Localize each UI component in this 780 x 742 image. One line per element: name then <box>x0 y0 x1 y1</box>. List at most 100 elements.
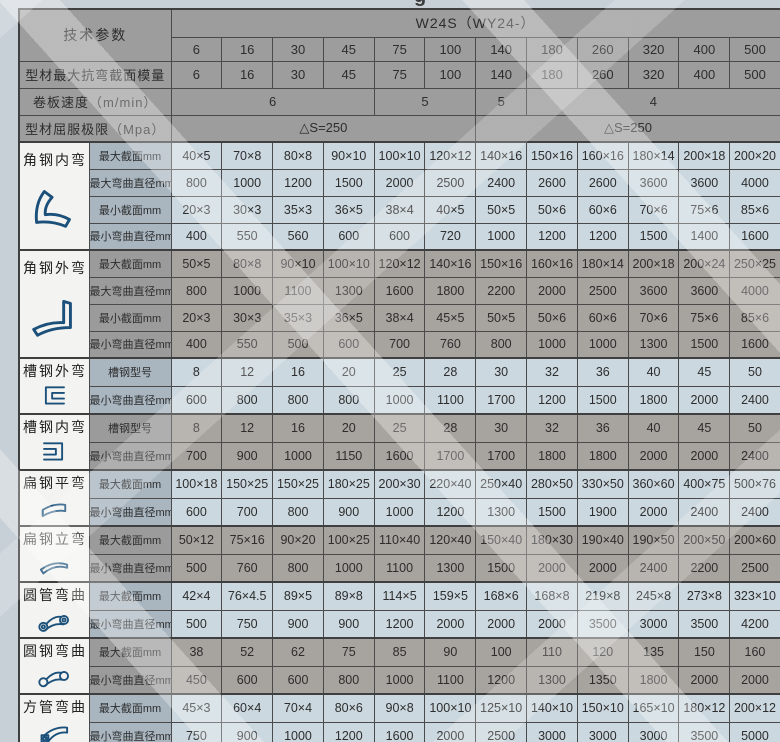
param-label: 最大截面mm <box>88 469 172 499</box>
spec-value-cell: 400 <box>678 60 731 89</box>
param-label: 最小弯曲直径mm <box>88 441 172 471</box>
data-cell: 16 <box>272 413 324 443</box>
data-cell: 2000 <box>678 665 731 695</box>
data-cell: 38×4 <box>373 195 426 224</box>
data-cell: 1000 <box>221 168 274 197</box>
data-cell: 16 <box>272 357 324 387</box>
data-cell: 250×40 <box>475 469 528 499</box>
data-cell: 100×10 <box>322 249 375 278</box>
data-cell: 2400 <box>475 168 528 197</box>
data-cell: 400 <box>170 330 223 359</box>
data-cell: 150×25 <box>272 469 324 499</box>
column-header: 30 <box>272 36 324 62</box>
data-cell: 200×20 <box>729 141 780 170</box>
data-cell: 1600 <box>373 721 426 742</box>
group-cell: 槽钢内弯 <box>18 413 90 471</box>
data-cell: 800 <box>272 497 324 527</box>
data-cell: 1200 <box>475 665 528 695</box>
param-label: 最大截面mm <box>88 249 172 278</box>
data-cell: 85×6 <box>729 303 780 332</box>
data-cell: 750 <box>221 609 274 639</box>
group-cell: 扁钢平弯 <box>18 469 90 527</box>
data-cell: 168×8 <box>526 581 578 611</box>
data-cell: 400 <box>170 222 223 251</box>
data-cell: 900 <box>272 609 324 639</box>
data-cell: 8 <box>170 357 223 387</box>
data-cell: 600 <box>272 665 324 695</box>
data-cell: 3600 <box>678 168 731 197</box>
spec-value-cell: 500 <box>729 60 780 89</box>
data-cell: 1500 <box>678 330 731 359</box>
data-cell: 1350 <box>576 665 629 695</box>
corner-label: 技术参数 <box>18 8 172 62</box>
data-cell: 1150 <box>322 441 375 471</box>
data-cell: 2000 <box>627 441 680 471</box>
data-cell: 1200 <box>373 609 426 639</box>
data-cell: 2200 <box>475 276 528 305</box>
data-cell: 700 <box>373 330 426 359</box>
data-cell: 4000 <box>729 168 780 197</box>
data-cell: 89×8 <box>322 581 375 611</box>
group-name: 角钢外弯 <box>23 260 87 276</box>
angle-steel-inner-bend-icon <box>23 170 86 242</box>
cropped-title-fragment: g <box>414 0 444 8</box>
param-label: 最小弯曲直径mm <box>88 385 172 415</box>
data-cell: 750 <box>170 721 223 742</box>
data-cell: 50 <box>729 413 780 443</box>
data-cell: 280×50 <box>526 469 578 499</box>
data-cell: 1000 <box>373 385 426 415</box>
data-cell: 20 <box>322 413 375 443</box>
data-cell: 30×3 <box>221 303 274 332</box>
data-cell: 500 <box>170 609 223 639</box>
data-cell: 1300 <box>627 330 680 359</box>
data-cell: 2500 <box>475 721 528 742</box>
data-cell: 50×5 <box>170 249 223 278</box>
data-cell: 2000 <box>424 721 477 742</box>
group-name: 圆钢弯曲 <box>23 643 87 659</box>
data-cell: 3600 <box>627 168 680 197</box>
data-cell: 2500 <box>576 276 629 305</box>
data-cell: 80×6 <box>322 693 375 723</box>
data-cell: 100×10 <box>373 141 426 170</box>
data-cell: 40 <box>627 357 680 387</box>
data-cell: 20×3 <box>170 195 223 224</box>
data-cell: 2600 <box>576 168 629 197</box>
data-cell: 1000 <box>373 497 426 527</box>
group-row: 最小弯曲直径mm 700 900 1000 1150 1600 1700 1700 1800 18… <box>19 441 780 471</box>
spec-value-cell: 5 <box>373 87 477 116</box>
spec-row-label: 卷板速度（m/min） <box>18 87 172 116</box>
column-header: 260 <box>576 36 629 62</box>
data-cell: 28 <box>424 413 477 443</box>
data-cell: 800 <box>170 276 223 305</box>
data-cell: 32 <box>526 413 578 443</box>
column-header: 100 <box>424 36 477 62</box>
data-cell: 140×16 <box>424 249 477 278</box>
channel-steel-inner-bend-icon <box>23 437 86 467</box>
data-cell: 800 <box>475 330 528 359</box>
column-header: 320 <box>627 36 680 62</box>
data-cell: 85×6 <box>729 195 780 224</box>
group-name: 角钢内弯 <box>23 152 87 168</box>
data-cell: 125×10 <box>475 693 528 723</box>
data-cell: 45 <box>678 413 731 443</box>
column-header: 16 <box>221 36 274 62</box>
param-label: 最大弯曲直径mm <box>88 168 172 197</box>
param-label: 槽钢型号 <box>88 357 172 387</box>
group-row: 最小弯曲直径mm 600 700 800 900 1000 1200 1300 1500 1900… <box>19 497 780 527</box>
group-name: 槽钢外弯 <box>23 363 87 379</box>
data-cell: 3500 <box>678 721 731 742</box>
spec-value-cell: 6 <box>170 60 223 89</box>
spec-value-cell: 180 <box>526 60 578 89</box>
data-cell: 38×4 <box>373 303 426 332</box>
data-cell: 1700 <box>424 441 477 471</box>
data-cell: 800 <box>322 385 375 415</box>
data-cell: 100×10 <box>424 693 477 723</box>
data-cell: 1800 <box>627 385 680 415</box>
cropped-letter: g <box>414 0 444 8</box>
data-cell: 25 <box>373 357 426 387</box>
data-cell: 38 <box>170 637 223 667</box>
spec-value-cell: 140 <box>475 60 528 89</box>
spec-value-cell: 320 <box>627 60 680 89</box>
data-cell: 80×8 <box>272 141 324 170</box>
